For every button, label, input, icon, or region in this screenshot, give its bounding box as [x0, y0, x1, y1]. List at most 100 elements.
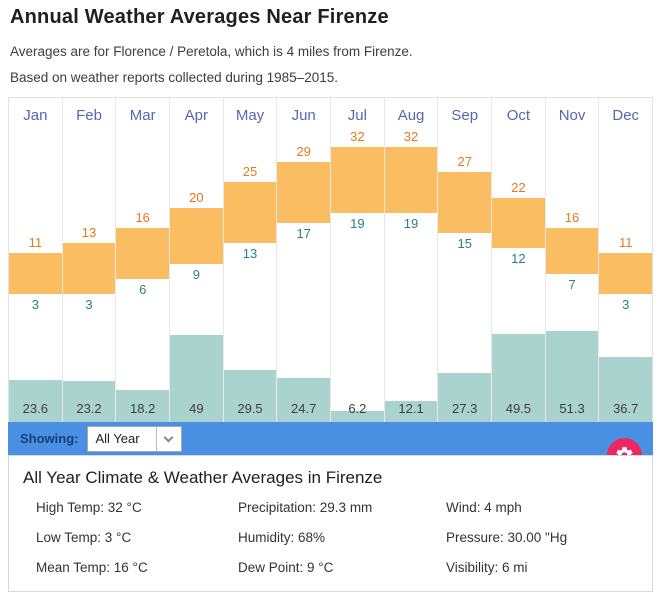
temp-range-bar	[170, 207, 223, 264]
period-select-value: All Year	[95, 431, 140, 446]
month-label: Jun	[291, 107, 316, 124]
temp-range-bar	[62, 243, 116, 295]
low-temp-label: 13	[242, 246, 258, 262]
chart-column: Apr 20 9 49	[170, 98, 224, 422]
precipitation-bar	[62, 380, 116, 422]
precipitation-label: 36.7	[613, 401, 639, 416]
stat-item: Wind: 4 mph	[446, 500, 522, 515]
chart-column: May 25 13 29.5	[223, 98, 278, 422]
stat-item: Dew Point: 9 °C	[238, 560, 334, 575]
temp-range-bar	[116, 228, 170, 279]
temp-range-bar	[438, 172, 492, 234]
chart: Jan 11 3 23.6 Feb 13 3 23.2 Mar 16 6 18.2 Apr 20 9 49 Ma…	[8, 97, 653, 422]
summary-panel: All Year Climate & Weather Averages in F…	[8, 455, 653, 592]
precipitation-label: 49	[189, 401, 204, 416]
high-temp-label: 11	[618, 235, 633, 251]
chart-column: Aug 32 19 12.1	[384, 98, 439, 422]
month-label: Oct	[506, 107, 531, 124]
month-label: May	[235, 107, 265, 124]
summary-grid: High Temp: 32 °C Low Temp: 3 °C Mean Temp:…	[23, 500, 652, 590]
precipitation-label: 27.3	[452, 401, 478, 416]
temp-range-bar	[545, 228, 599, 274]
precipitation-bar	[9, 380, 62, 422]
chevron-down-icon	[155, 426, 181, 451]
stat-item: Visibility: 6 mi	[446, 560, 528, 575]
month-label: Feb	[76, 107, 102, 124]
stat-item: High Temp: 32 °C	[36, 500, 142, 515]
summary-column: Wind: 4 mph Pressure: 30.00 "Hg Visibility…	[446, 500, 652, 590]
month-label: Nov	[558, 107, 586, 124]
stat-item: Low Temp: 3 °C	[36, 530, 132, 545]
stat-item: Mean Temp: 16 °C	[36, 560, 148, 575]
high-temp-label: 11	[28, 235, 43, 251]
low-temp-label: 19	[350, 215, 365, 231]
precipitation-label: 29.5	[237, 401, 263, 416]
low-temp-label: 17	[296, 225, 311, 241]
high-temp-label: 22	[511, 179, 526, 195]
low-temp-label: 6	[139, 281, 147, 297]
high-temp-label: 16	[135, 210, 150, 225]
subtitle-period: Based on weather reports collected durin…	[10, 70, 338, 85]
precipitation-label: 18.2	[130, 401, 156, 416]
low-temp-label: 15	[457, 236, 472, 252]
stat-item: Humidity: 68%	[238, 530, 326, 545]
precipitation-bar	[116, 389, 170, 422]
precipitation-bar	[170, 334, 223, 422]
chart-column: Mar 16 6 18.2	[116, 98, 171, 422]
temp-range-bar	[331, 146, 384, 213]
high-temp-label: 32	[350, 128, 365, 144]
month-label: Apr	[184, 107, 209, 124]
high-temp-label: 29	[296, 144, 311, 159]
chart-column: Sep 27 15 27.3	[438, 98, 493, 422]
temp-range-bar	[9, 253, 62, 294]
precipitation-bar	[492, 333, 545, 422]
high-temp-label: 20	[189, 189, 204, 205]
month-label: Sep	[451, 107, 479, 124]
precipitation-label: 23.2	[76, 401, 102, 416]
high-temp-label: 13	[81, 225, 97, 241]
month-label: Aug	[397, 107, 425, 124]
stat-item: Precipitation: 29.3 mm	[238, 500, 373, 515]
month-label: Jul	[347, 107, 367, 124]
precipitation-label: 51.3	[559, 401, 585, 416]
chart-column: Dec 11 3 36.7	[599, 98, 653, 422]
low-temp-label: 3	[85, 297, 93, 313]
temp-range-bar	[599, 253, 653, 294]
precipitation-bar	[331, 411, 384, 422]
temp-range-bar	[277, 162, 331, 223]
low-temp-label: 7	[568, 276, 576, 292]
high-temp-label: 25	[242, 164, 258, 180]
stat-item: Pressure: 30.00 "Hg	[446, 530, 568, 545]
precipitation-label: 23.6	[22, 401, 48, 416]
period-select[interactable]: All Year	[86, 425, 182, 452]
high-temp-label: 32	[403, 128, 419, 144]
chart-column: Feb 13 3 23.2	[62, 98, 117, 422]
temp-range-bar	[384, 146, 438, 213]
precipitation-bar	[277, 378, 331, 422]
high-temp-label: 27	[457, 154, 472, 170]
low-temp-label: 19	[403, 215, 419, 231]
chart-column: Jul 32 19 6.2	[331, 98, 385, 422]
low-temp-label: 12	[511, 251, 526, 267]
precipitation-bar	[545, 330, 599, 422]
precipitation-label: 24.7	[291, 401, 317, 416]
temp-range-bar	[223, 182, 277, 244]
month-label: Mar	[129, 107, 156, 124]
chart-column: Jan 11 3 23.6	[9, 98, 63, 422]
month-label: Jan	[23, 107, 48, 124]
high-temp-label: 16	[564, 210, 580, 225]
chart-column: Jun 29 17 24.7	[277, 98, 332, 422]
precipitation-label: 6.2	[348, 401, 367, 416]
low-temp-label: 3	[31, 297, 39, 313]
showing-bar: Showing: All Year	[8, 422, 653, 455]
chart-column: Oct 22 12 49.5	[492, 98, 546, 422]
chart-column: Nov 16 7 51.3	[545, 98, 600, 422]
precipitation-label: 12.1	[398, 401, 424, 416]
precipitation-bar	[223, 369, 277, 422]
page-title: Annual Weather Averages Near Firenze	[10, 6, 389, 28]
precipitation-label: 49.5	[505, 401, 532, 416]
summary-heading: All Year Climate & Weather Averages in F…	[23, 468, 383, 487]
subtitle-location: Averages are for Florence / Peretola, wh…	[10, 44, 413, 59]
temp-range-bar	[492, 197, 545, 249]
